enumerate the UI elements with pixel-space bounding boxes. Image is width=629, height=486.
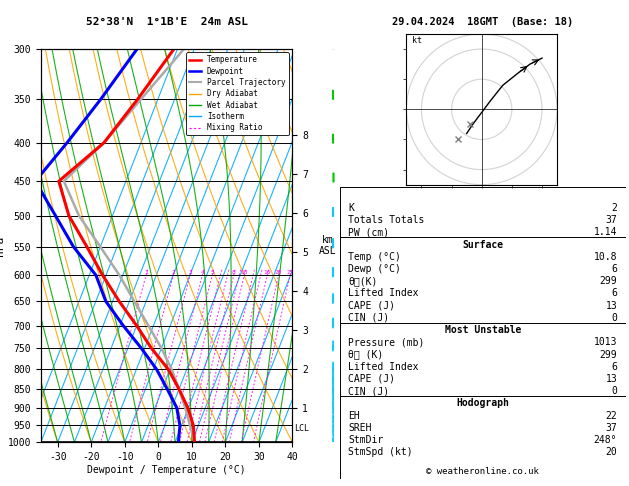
X-axis label: Dewpoint / Temperature (°C): Dewpoint / Temperature (°C) bbox=[87, 465, 246, 475]
Text: LCL: LCL bbox=[294, 424, 309, 433]
Text: 10.8: 10.8 bbox=[594, 252, 617, 262]
Text: 3: 3 bbox=[188, 270, 192, 275]
Text: 13: 13 bbox=[606, 301, 617, 311]
Text: 0: 0 bbox=[611, 313, 617, 323]
Text: kt: kt bbox=[413, 36, 423, 45]
Text: 299: 299 bbox=[599, 349, 617, 360]
Y-axis label: hPa: hPa bbox=[0, 235, 5, 256]
Text: 10: 10 bbox=[240, 270, 248, 275]
Text: 13: 13 bbox=[606, 374, 617, 384]
Text: K: K bbox=[348, 203, 354, 213]
Text: Surface: Surface bbox=[462, 240, 503, 250]
Text: 299: 299 bbox=[599, 276, 617, 286]
Text: CIN (J): CIN (J) bbox=[348, 386, 389, 396]
Text: 1.14: 1.14 bbox=[594, 227, 617, 237]
Text: CAPE (J): CAPE (J) bbox=[348, 374, 395, 384]
Text: 248°: 248° bbox=[594, 435, 617, 445]
Text: 37: 37 bbox=[606, 215, 617, 225]
Text: 0: 0 bbox=[611, 386, 617, 396]
Text: 6: 6 bbox=[611, 264, 617, 274]
Text: Dewp (°C): Dewp (°C) bbox=[348, 264, 401, 274]
Text: 8: 8 bbox=[232, 270, 236, 275]
Text: Most Unstable: Most Unstable bbox=[445, 325, 521, 335]
Text: 2: 2 bbox=[171, 270, 175, 275]
Text: StmDir: StmDir bbox=[348, 435, 384, 445]
Text: PW (cm): PW (cm) bbox=[348, 227, 389, 237]
Text: 25: 25 bbox=[286, 270, 294, 275]
Text: SREH: SREH bbox=[348, 423, 372, 433]
Text: 52°38'N  1°1B'E  24m ASL: 52°38'N 1°1B'E 24m ASL bbox=[86, 17, 248, 27]
Text: Lifted Index: Lifted Index bbox=[348, 289, 419, 298]
Text: 29.04.2024  18GMT  (Base: 18): 29.04.2024 18GMT (Base: 18) bbox=[392, 17, 574, 27]
Text: 37: 37 bbox=[606, 423, 617, 433]
Text: 1: 1 bbox=[144, 270, 148, 275]
Text: CIN (J): CIN (J) bbox=[348, 313, 389, 323]
Legend: Temperature, Dewpoint, Parcel Trajectory, Dry Adiabat, Wet Adiabat, Isotherm, Mi: Temperature, Dewpoint, Parcel Trajectory… bbox=[186, 52, 289, 135]
Text: 6: 6 bbox=[611, 289, 617, 298]
Text: Lifted Index: Lifted Index bbox=[348, 362, 419, 372]
Text: Totals Totals: Totals Totals bbox=[348, 215, 425, 225]
Text: © weatheronline.co.uk: © weatheronline.co.uk bbox=[426, 467, 539, 476]
Text: 6: 6 bbox=[611, 362, 617, 372]
Text: 20: 20 bbox=[275, 270, 282, 275]
Y-axis label: km
ASL: km ASL bbox=[319, 235, 337, 256]
Text: 16: 16 bbox=[264, 270, 271, 275]
Text: StmSpd (kt): StmSpd (kt) bbox=[348, 447, 413, 457]
Text: CAPE (J): CAPE (J) bbox=[348, 301, 395, 311]
Text: 5: 5 bbox=[210, 270, 214, 275]
Text: 4: 4 bbox=[201, 270, 204, 275]
Text: Pressure (mb): Pressure (mb) bbox=[348, 337, 425, 347]
Text: 20: 20 bbox=[606, 447, 617, 457]
Text: EH: EH bbox=[348, 411, 360, 421]
Text: 1013: 1013 bbox=[594, 337, 617, 347]
Text: 22: 22 bbox=[606, 411, 617, 421]
Text: Hodograph: Hodograph bbox=[456, 399, 509, 408]
Text: θᴇ (K): θᴇ (K) bbox=[348, 349, 384, 360]
Text: θᴇ(K): θᴇ(K) bbox=[348, 276, 377, 286]
Text: Temp (°C): Temp (°C) bbox=[348, 252, 401, 262]
Text: 2: 2 bbox=[611, 203, 617, 213]
